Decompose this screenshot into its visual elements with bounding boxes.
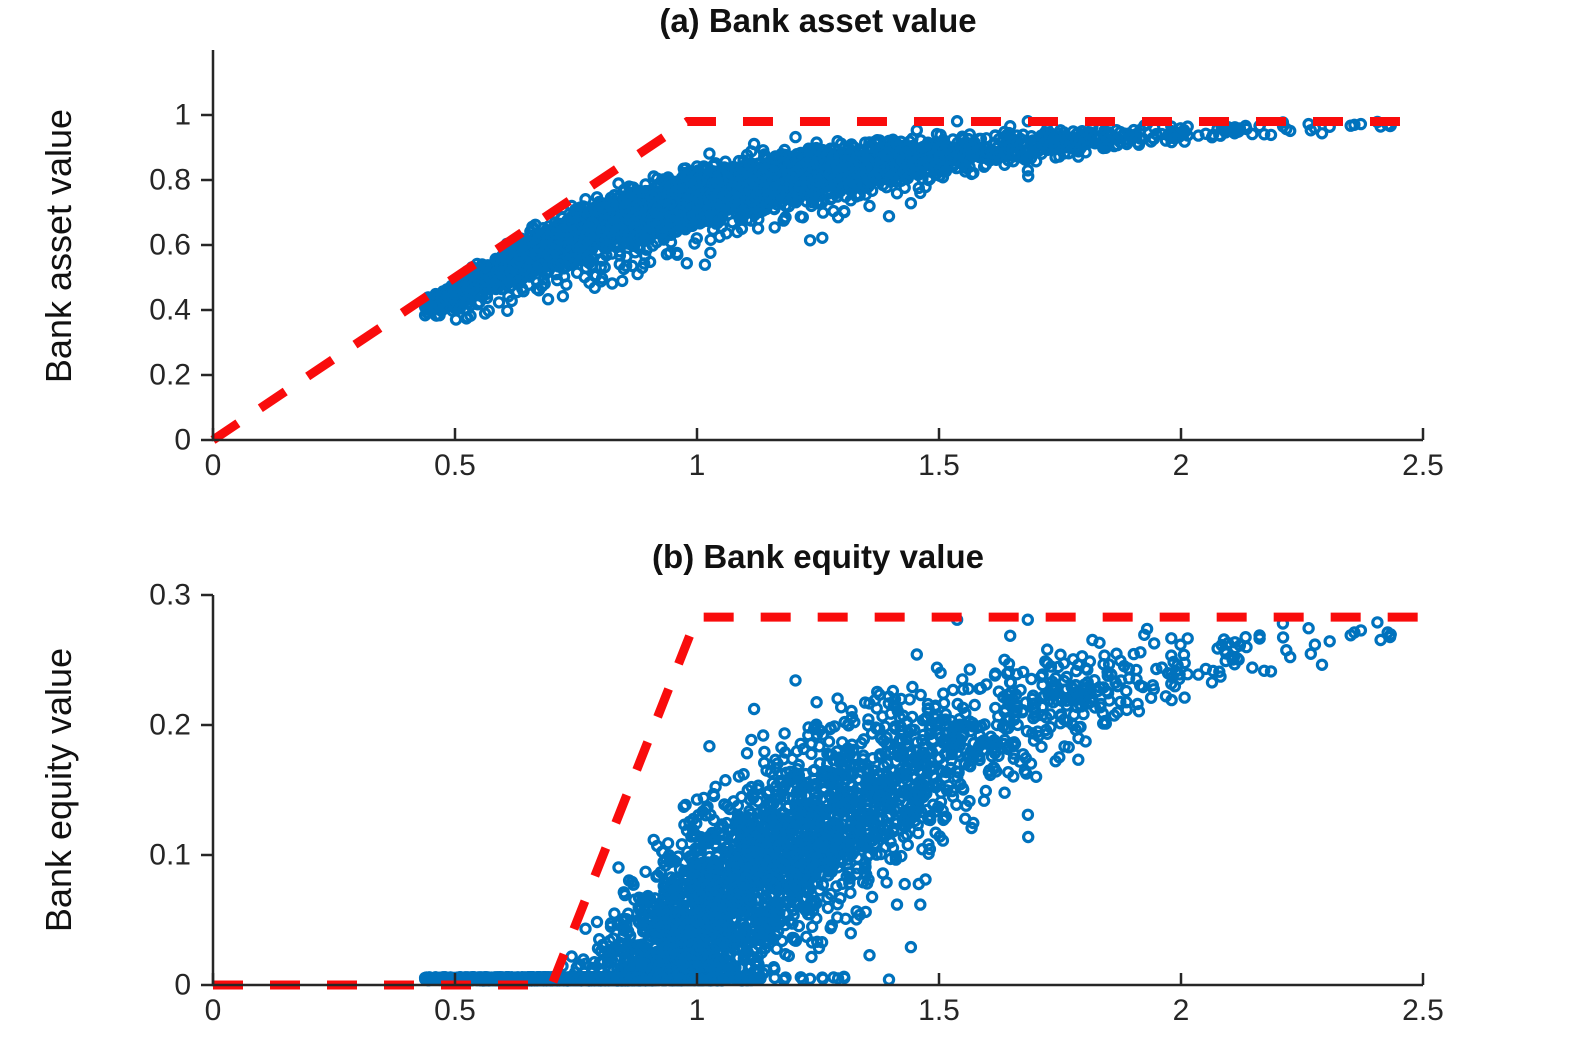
panel-b-ytick-label: 0.1 (149, 839, 191, 872)
panel-a-ytick-label: 0.4 (149, 294, 191, 327)
panel-a-scatter-points (418, 114, 1397, 326)
panel-b-ytick-label: 0.3 (149, 579, 191, 612)
panel-a-xtick-label: 1 (689, 449, 706, 482)
panel-a-xtick-label: 2.5 (1402, 449, 1444, 482)
panel-a-ytick-label: 1 (174, 99, 191, 132)
panel-b-dashed-reference-line (213, 612, 1423, 990)
panel-a-axes: 0 0.5 1 1.5 2 2.5 0 0.2 0.4 0.6 0.8 1 (149, 50, 1444, 482)
panel-b-xtick-label: 2.5 (1402, 994, 1444, 1027)
panel-b-xtick-label: 0 (205, 994, 222, 1027)
panel-b-xtick-label: 1 (689, 994, 706, 1027)
panel-a-ytick-label: 0.8 (149, 164, 191, 197)
panel-b-xtick-label: 2 (1173, 994, 1190, 1027)
panel-b-axes: 0 0.5 1 1.5 2 2.5 0 0.1 0.2 0.3 (149, 579, 1444, 1027)
panel-b-ytick-label: 0.2 (149, 709, 191, 742)
panel-a-title: (a) Bank asset value (659, 2, 977, 39)
panel-a-dashed-reference-line (210, 117, 1423, 444)
panel-a-ylabel: Bank asset value (38, 108, 79, 384)
panel-a-xtick-label: 0.5 (434, 449, 476, 482)
panel-b-title: (b) Bank equity value (652, 538, 984, 575)
panel-b-scatter-points (418, 613, 1397, 987)
panel-b-ylabel: Bank equity value (38, 647, 79, 933)
panel-a-ytick-label: 0 (174, 424, 191, 457)
panel-a-xtick-label: 0 (205, 449, 222, 482)
panel-a-xtick-label: 1.5 (918, 449, 960, 482)
panel-b-xtick-label: 0.5 (434, 994, 476, 1027)
panel-a-ytick-label: 0.6 (149, 229, 191, 262)
panel-b-xtick-label: 1.5 (918, 994, 960, 1027)
panel-a-axis-spines (211, 50, 1423, 442)
panel-a-ytick-label: 0.2 (149, 359, 191, 392)
panel-b-ytick-label: 0 (174, 969, 191, 1002)
panel-a-xtick-label: 2 (1173, 449, 1190, 482)
